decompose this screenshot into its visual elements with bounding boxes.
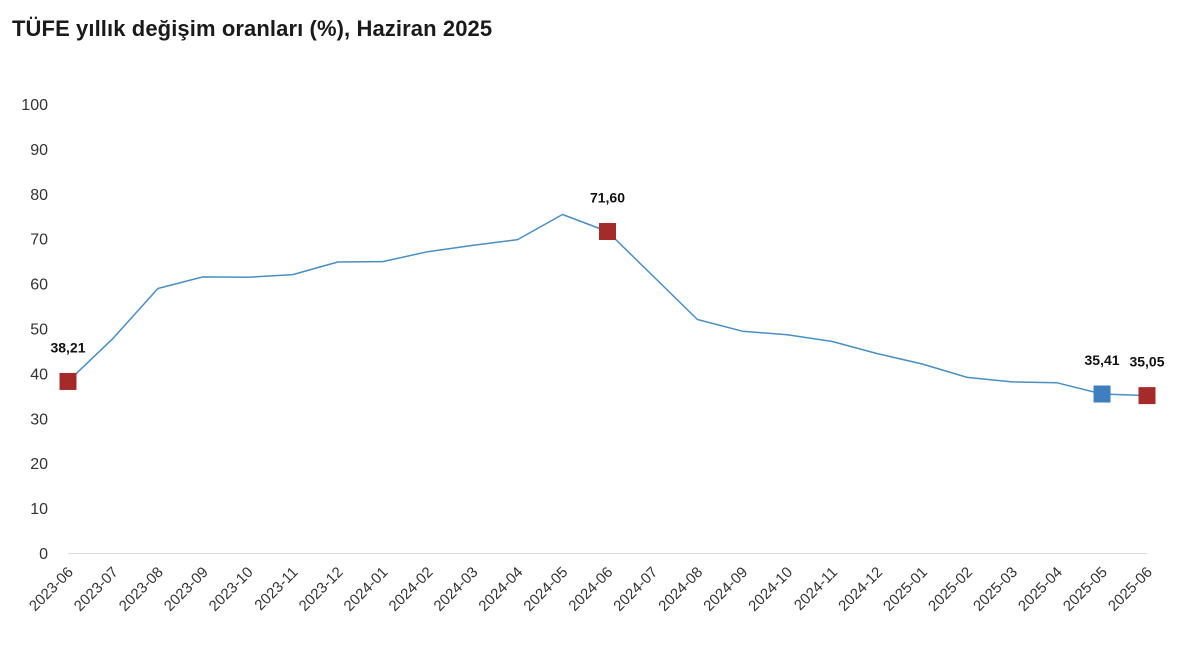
data-label: 35,41 [1085,352,1120,368]
y-axis: 0 10 20 30 40 50 60 70 80 90 100 [21,97,48,563]
x-tick-label: 2024-02 [386,564,437,615]
x-tick-label: 2025-04 [1015,564,1066,615]
x-tick-label: 2024-07 [610,564,661,615]
highlight-marker [599,223,616,241]
x-tick-label: 2024-04 [475,564,526,615]
x-tick-label: 2023-09 [161,564,212,615]
x-tick-label: 2024-01 [341,564,392,615]
highlight-marker [1138,387,1156,405]
x-tick-label: 2025-03 [970,564,1021,615]
x-tick-label: 2025-01 [880,564,931,615]
x-tick-label: 2025-05 [1060,564,1111,615]
label-layer: 38,21 71,60 35,41 35,05 [50,190,1164,370]
y-tick-label: 0 [39,546,48,563]
highlight-marker [59,372,77,390]
x-tick-label: 2025-06 [1105,564,1156,615]
y-tick-label: 40 [30,366,48,383]
x-tick-label: 2024-06 [565,564,616,615]
highlight-marker [1093,385,1111,403]
y-tick-label: 50 [30,322,48,339]
x-tick-label: 2023-12 [296,564,347,615]
data-label: 35,05 [1129,354,1164,370]
data-label: 38,21 [50,339,85,355]
x-tick-label: 2023-10 [206,564,257,615]
x-tick-label: 2024-10 [745,564,796,615]
y-tick-label: 90 [30,142,48,159]
x-tick-label: 2023-08 [116,564,167,615]
marker-layer [59,223,1156,405]
x-tick-label: 2025-02 [925,564,976,615]
x-tick-label: 2024-09 [700,564,751,615]
y-tick-label: 30 [30,411,48,428]
y-tick-label: 70 [30,232,48,249]
series-layer [67,213,1148,397]
series-line [67,213,1148,397]
x-tick-label: 2024-12 [835,564,886,615]
y-tick-label: 80 [30,187,48,204]
x-tick-label: 2023-11 [251,564,301,614]
x-tick-label: 2023-07 [71,564,122,615]
chart-title: TÜFE yıllık değişim oranları (%), Hazira… [12,16,493,41]
x-tick-label: 2024-05 [520,564,571,615]
data-label: 71,60 [590,190,625,206]
x-tick-label: 2024-03 [430,564,481,615]
y-tick-label: 20 [30,456,48,473]
x-axis: 2023-062023-072023-082023-092023-102023-… [26,553,1156,615]
y-tick-label: 100 [21,97,48,114]
x-tick-label: 2023-06 [26,564,77,615]
x-tick-label: 2024-08 [655,564,706,615]
x-tick-label: 2024-11 [791,564,841,614]
y-tick-label: 10 [30,501,48,518]
y-tick-label: 60 [30,277,48,294]
